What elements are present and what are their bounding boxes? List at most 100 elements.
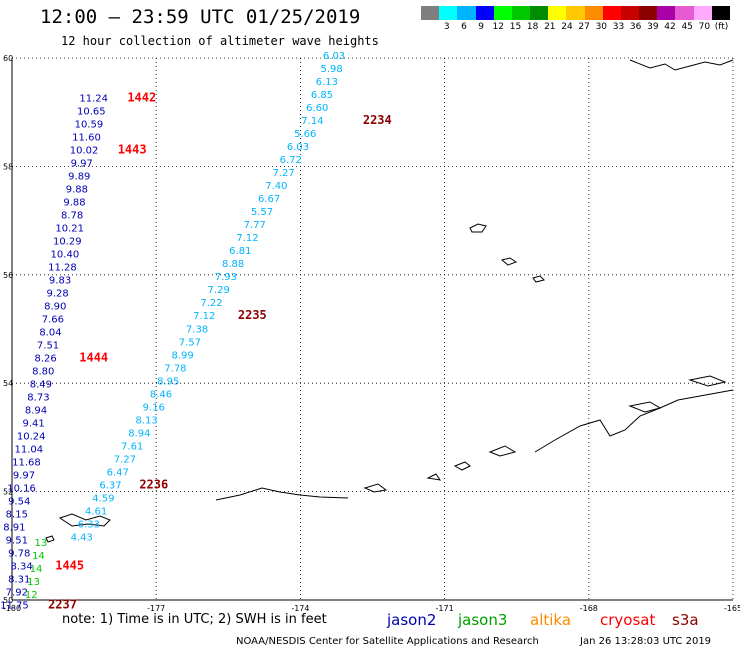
swh-value-label: 11.75: [0, 601, 29, 612]
swh-value-label: 9.51: [6, 536, 28, 547]
coastline-segment: [58, 513, 111, 527]
swh-value-label: 8.91: [3, 523, 25, 534]
swh-value-label: 7.27: [114, 454, 136, 465]
colorbar-swatch: [548, 6, 567, 20]
swh-value-label: 8.31: [8, 575, 30, 586]
swh-value-label: 14: [30, 564, 43, 575]
swh-value-label: 9.88: [63, 197, 85, 208]
pass-time-labels: 1442 1443 1444 1445 2234 2235 2236 2237: [48, 90, 392, 611]
colorbar-swatch: [421, 6, 440, 20]
swh-value-label: 11.60: [72, 132, 101, 143]
swh-value-label: 9.28: [47, 288, 69, 299]
pass-time-label: 2237: [48, 598, 77, 612]
colorbar-swatch: [693, 6, 712, 20]
coastline-segment: [363, 483, 388, 493]
coastline-segment: [488, 445, 517, 457]
colorbar-swatch: [620, 6, 640, 20]
colorbar-swatch: [511, 6, 531, 20]
pass-time-label: 1443: [118, 142, 147, 156]
lat-tick-label: 60: [3, 54, 13, 63]
swh-value-label: 9.16: [143, 402, 165, 413]
pass-time-label: 2234: [363, 113, 392, 127]
coastline-segment: [688, 375, 727, 387]
coastline-segment: [45, 535, 55, 543]
coastline-segment: [426, 473, 442, 481]
colorbar-label: 70: [698, 22, 711, 32]
swh-value-label: 7.57: [179, 337, 201, 348]
colorbar-swatch: [475, 6, 494, 20]
colorbar-label: 33: [612, 22, 625, 32]
lat-tick-label: 50: [3, 596, 13, 605]
legend-s3a: s3a: [672, 611, 699, 629]
map-title: 12:00 – 23:59 UTC 01/25/2019: [40, 6, 361, 28]
swh-value-label: 7.12: [193, 311, 215, 322]
swh-value-label: 13: [27, 577, 40, 588]
lat-tick-label: 56: [3, 271, 13, 280]
swh-value-label: 9.97: [71, 158, 93, 169]
swh-value-label: 7.29: [208, 285, 230, 296]
colorbar-label: 39: [647, 22, 659, 32]
swh-value-label: 8.94: [128, 428, 150, 439]
swh-value-label: 8.26: [35, 354, 57, 365]
swh-value-label: 4.43: [71, 532, 93, 543]
colorbar-label: 3: [443, 22, 450, 32]
wave-height-tracks: 11.24 10.65 10.59 11.60 10.02 9.97 9.89 9.88 9.8…: [0, 51, 345, 612]
colorbar-label: (ft): [714, 22, 729, 32]
colorbar-swatch: [602, 6, 621, 20]
colorbar-swatch: [675, 6, 694, 20]
swh-value-label: 10.59: [75, 119, 104, 130]
axis-tick-labels: 60 58 56 54 52 50-180 -177 -174 -171 -168 -165: [3, 54, 740, 613]
lon-tick-label: -165: [724, 604, 740, 613]
swh-value-label: 8.88: [222, 259, 244, 270]
footer-note: note: 1) Time is in UTC; 2) SWH is in fe…: [62, 612, 327, 627]
swh-value-label: 7.92: [6, 588, 28, 599]
swh-value-label: 9.54: [8, 497, 30, 508]
swh-value-label: 7.77: [244, 220, 266, 231]
colorbar-label: 18: [526, 22, 539, 32]
colorbar-swatch: [566, 6, 585, 20]
colorbar-swatch: [711, 6, 730, 20]
coastline-segment: [628, 401, 662, 413]
swh-value-label: 8.95: [157, 376, 179, 387]
coastline-segment: [453, 461, 471, 471]
swh-value-label: 12: [25, 590, 38, 601]
swh-value-label: 8.80: [32, 367, 54, 378]
swh-value-label: 10.40: [51, 249, 80, 260]
colorbar-label: 30: [595, 22, 608, 32]
swh-value-label: 5.57: [251, 207, 273, 218]
swh-value-label: 9.83: [49, 275, 71, 286]
colorbar-label: 24: [561, 22, 573, 32]
swh-value-label: 10.65: [77, 106, 106, 117]
swh-value-label: 8.49: [30, 380, 52, 391]
swh-value-label: 9.97: [13, 471, 35, 482]
colorbar-label: 6: [461, 22, 467, 32]
coastline-segment: [500, 257, 518, 266]
swh-value-label: 11.28: [48, 262, 77, 273]
map-grid: [11, 57, 734, 601]
legend-altika: altika: [530, 611, 572, 629]
colorbar-swatch: [639, 6, 658, 20]
pass-time-label: 2236: [139, 477, 168, 491]
lon-tick-label: -171: [436, 604, 454, 613]
swh-value-label: 8.34: [10, 562, 32, 573]
pass-time-label: 1444: [79, 351, 108, 365]
lon-tick-label: -174: [291, 604, 309, 613]
swh-value-label: 8.13: [135, 415, 157, 426]
colorbar-label: 12: [492, 22, 504, 32]
coastline: [45, 59, 734, 543]
swh-value-label: 6.60: [306, 103, 328, 114]
swh-value-label: 7.93: [215, 272, 237, 283]
colorbar-swatch: [457, 6, 476, 20]
swh-value-label: 6.37: [99, 480, 121, 491]
swh-value-label: 7.14: [301, 116, 323, 127]
swh-value-label: 6.85: [311, 90, 333, 101]
swh-value-label: 10.29: [53, 236, 82, 247]
swh-value-label: 7.61: [121, 441, 143, 452]
swh-value-label: 6.13: [316, 77, 338, 88]
swh-value-label: 7.78: [164, 363, 186, 374]
swh-value-label: 11.04: [15, 445, 44, 456]
map-subtitle: 12 hour collection of altimeter wave hei…: [61, 34, 379, 48]
colorbar-label: 9: [478, 22, 484, 32]
lon-tick-label: -177: [147, 604, 165, 613]
pass-time-label: 1445: [55, 559, 84, 573]
